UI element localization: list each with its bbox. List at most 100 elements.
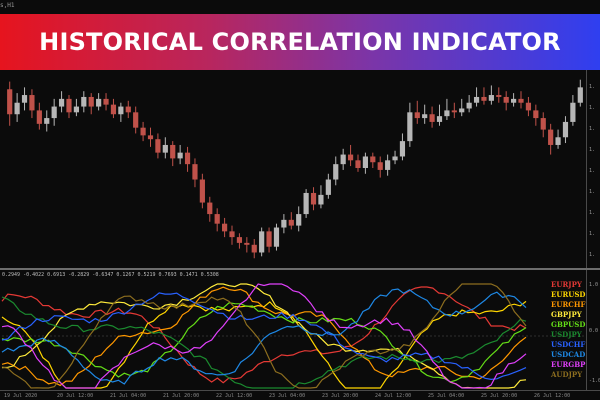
candle bbox=[496, 87, 502, 103]
candle bbox=[466, 95, 472, 113]
correlation-line-gbpjpy bbox=[1, 283, 527, 389]
legend-item-gbpusd: GBPUSD bbox=[551, 320, 586, 329]
candle bbox=[422, 104, 428, 124]
candle bbox=[473, 87, 480, 107]
candle bbox=[259, 227, 265, 257]
legend-item-eurchf: EURCHF bbox=[551, 300, 586, 309]
candle bbox=[362, 152, 368, 174]
chart-symbol-label: s,H1 bbox=[0, 2, 15, 9]
candle bbox=[296, 206, 302, 232]
price-tick-label: 1. bbox=[589, 105, 596, 111]
candle bbox=[444, 98, 450, 120]
candle bbox=[207, 196, 213, 222]
candle bbox=[533, 104, 539, 126]
candle bbox=[347, 144, 354, 167]
legend-item-usdchf: USDCHF bbox=[551, 340, 586, 349]
candle bbox=[518, 91, 524, 109]
candle bbox=[451, 102, 457, 119]
candle bbox=[325, 173, 331, 199]
time-tick-label: 19 Jul 2020 bbox=[4, 393, 38, 399]
candle bbox=[51, 98, 57, 126]
correlation-line-usdjpy bbox=[1, 296, 527, 389]
candle bbox=[58, 91, 65, 113]
candle bbox=[21, 87, 28, 111]
candle bbox=[251, 239, 257, 259]
candle bbox=[459, 98, 465, 117]
price-tick-label: 1. bbox=[589, 210, 596, 216]
candle bbox=[36, 102, 42, 130]
candle bbox=[548, 123, 554, 155]
indicator-legend: EURJPY EURUSD EURCHF GBPJPY GBPUSD USDJPY USDC… bbox=[551, 280, 591, 380]
candle bbox=[570, 95, 576, 126]
price-tick-label: 1. bbox=[589, 231, 596, 237]
price-chart[interactable] bbox=[0, 70, 600, 268]
candle bbox=[488, 85, 494, 105]
indicator-values-readout: 0.2949 -0.4022 0.6913 -0.2829 -0.6347 0.… bbox=[2, 272, 219, 278]
candle bbox=[340, 148, 346, 170]
indicator-axis: 1.0 0.0 -1.0 bbox=[586, 270, 600, 390]
time-tick-label: 23 Jul 04:00 bbox=[269, 393, 306, 399]
correlation-line-eurjpy bbox=[1, 286, 527, 384]
candle bbox=[503, 91, 509, 111]
legend-item-usdjpy: USDJPY bbox=[551, 330, 582, 339]
candle bbox=[436, 104, 443, 126]
chart-window-divider[interactable] bbox=[0, 268, 600, 270]
candle bbox=[170, 141, 176, 167]
candle bbox=[273, 223, 280, 251]
time-tick-label: 20 Jul 12:00 bbox=[57, 393, 94, 399]
candle bbox=[429, 106, 435, 128]
indicator-tick-label: 0.0 bbox=[589, 328, 599, 334]
candle bbox=[14, 93, 20, 122]
price-tick-label: 1. bbox=[589, 189, 596, 195]
candle bbox=[66, 95, 72, 119]
time-tick-label: 22 Jul 12:00 bbox=[216, 393, 253, 399]
legend-item-eurusd: EURUSD bbox=[551, 290, 586, 299]
time-tick-label: 21 Jul 20:00 bbox=[163, 393, 200, 399]
correlation-line-eurgbp bbox=[1, 283, 527, 389]
price-tick-label: 1. bbox=[589, 84, 596, 90]
candle bbox=[370, 152, 376, 168]
time-tick-label: 21 Jul 04:00 bbox=[110, 393, 147, 399]
time-tick-label: 24 Jul 12:00 bbox=[375, 393, 412, 399]
candle bbox=[399, 133, 406, 161]
candle bbox=[407, 102, 413, 147]
candle bbox=[177, 144, 183, 165]
legend-item-audjpy: AUDJPY bbox=[551, 370, 583, 379]
correlation-indicator-window[interactable] bbox=[0, 270, 600, 400]
correlation-line-usdcad bbox=[1, 288, 527, 385]
candle bbox=[333, 156, 339, 186]
candle bbox=[288, 212, 294, 230]
candle bbox=[214, 208, 220, 232]
candle bbox=[155, 133, 161, 159]
legend-item-usdcad: USDCAD bbox=[551, 350, 586, 359]
correlation-line-usdchf bbox=[1, 292, 527, 381]
time-tick-label: 25 Jul 20:00 bbox=[481, 393, 518, 399]
candle bbox=[229, 225, 235, 245]
correlation-line-audjpy bbox=[1, 283, 527, 389]
candle bbox=[281, 214, 287, 234]
candle bbox=[244, 237, 250, 253]
candle bbox=[125, 100, 131, 119]
candle bbox=[481, 87, 487, 105]
time-tick-label: 25 Jul 04:00 bbox=[428, 393, 465, 399]
indicator-tick-label: 1.0 bbox=[589, 282, 599, 288]
candle bbox=[392, 150, 398, 165]
price-tick-label: 1. bbox=[589, 168, 596, 174]
candle bbox=[562, 116, 569, 144]
candle bbox=[140, 121, 146, 142]
candle bbox=[525, 96, 532, 117]
candle bbox=[266, 227, 272, 253]
candle bbox=[29, 89, 35, 119]
candle bbox=[236, 233, 243, 249]
candle bbox=[88, 93, 94, 115]
time-tick-label: 26 Jul 12:00 bbox=[534, 393, 571, 399]
time-axis: 19 Jul 2020 20 Jul 12:00 21 Jul 04:00 21 Ju… bbox=[0, 390, 600, 400]
price-axis: 1. 1. 1. 1. 1. 1. 1. 1. 1. bbox=[586, 70, 600, 268]
legend-item-eurgbp: EURGBP bbox=[551, 360, 586, 369]
price-tick-label: 1. bbox=[589, 147, 596, 153]
banner-title: HISTORICAL CORRELATION INDICATOR bbox=[39, 28, 561, 56]
candle bbox=[162, 137, 168, 159]
candle bbox=[44, 110, 50, 132]
legend-item-gbpjpy: GBPJPY bbox=[551, 310, 582, 319]
